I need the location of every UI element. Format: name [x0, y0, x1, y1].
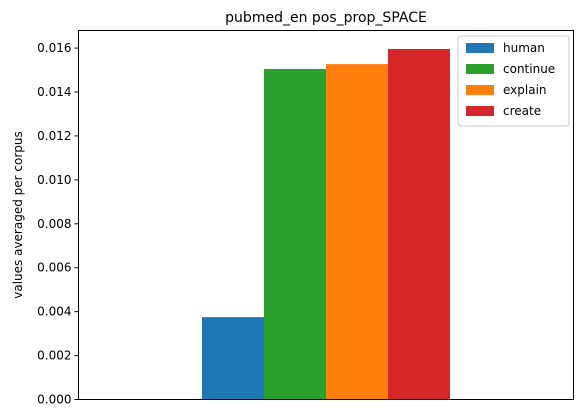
plot-frame: [78, 30, 574, 400]
y-axis-label: values averaged per corpus: [11, 131, 25, 299]
y-tick-label: 0.010: [37, 173, 71, 187]
legend-box: [457, 35, 570, 127]
legend-label-human: human: [503, 41, 545, 55]
legend: human continue explain create: [457, 35, 570, 127]
legend-swatch-continue: [466, 64, 494, 74]
legend-label-explain: explain: [503, 83, 547, 97]
y-tick-label: 0.004: [37, 305, 71, 319]
bar-explain: [326, 64, 388, 400]
y-axis-ticks: 0.000 0.002 0.004 0.006 0.008 0.010 0.012 0.014…: [37, 41, 79, 407]
y-tick-label: 0.000: [37, 393, 71, 407]
legend-swatch-create: [466, 106, 494, 116]
y-tick-label: 0.012: [37, 129, 71, 143]
bars-group: [202, 48, 450, 400]
y-tick-label: 0.006: [37, 261, 71, 275]
chart-title: pubmed_en pos_prop_SPACE: [225, 10, 427, 26]
legend-label-create: create: [503, 104, 541, 118]
y-tick-label: 0.014: [37, 85, 71, 99]
legend-label-continue: continue: [503, 62, 555, 76]
legend-swatch-explain: [466, 85, 494, 95]
y-tick-label: 0.002: [37, 349, 71, 363]
legend-swatch-human: [466, 43, 494, 53]
bar-create: [388, 48, 450, 400]
bar-continue: [264, 68, 326, 400]
y-tick-label: 0.008: [37, 217, 71, 231]
y-tick-label: 0.016: [37, 41, 71, 55]
bar-human: [202, 317, 264, 400]
